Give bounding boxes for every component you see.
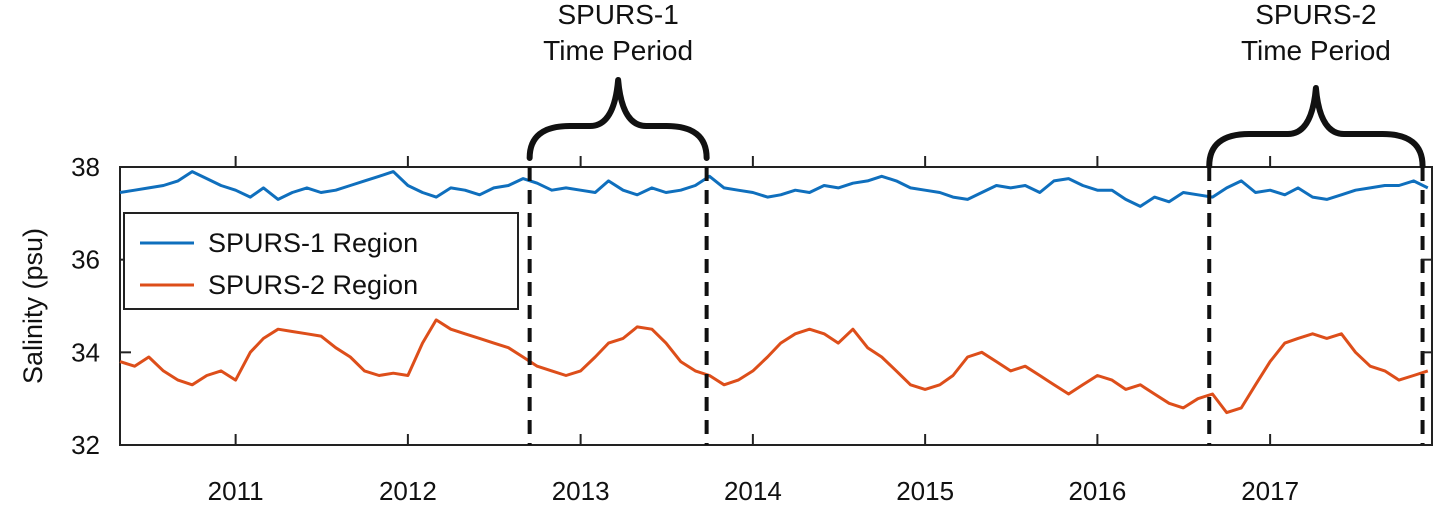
- x-tick-label: 2017: [1241, 476, 1299, 505]
- plot-frame: [119, 166, 1433, 446]
- x-tick-label: 2013: [552, 476, 610, 505]
- series-line: [119, 318, 1429, 415]
- x-tick-label: 2016: [1068, 476, 1126, 505]
- period-brace: [526, 77, 710, 161]
- period-label-line1: SPURS-2: [1255, 0, 1376, 30]
- x-tick-label: 2012: [379, 476, 437, 505]
- legend-label: SPURS-1 Region: [208, 228, 418, 258]
- legend-label: SPURS-2 Region: [208, 270, 418, 300]
- period-lines: [527, 167, 1425, 445]
- period-brace: [1206, 85, 1426, 169]
- period-annotations: SPURS-1 Time Period SPURS-2 Time Period: [526, 0, 1426, 169]
- legend-box: [123, 212, 519, 310]
- y-axis-label: Salinity (psu): [18, 228, 48, 384]
- y-tick-label: 32: [71, 430, 100, 460]
- y-tick-label: 38: [71, 152, 100, 182]
- series-line: [119, 170, 1429, 208]
- x-tick-label: 2014: [724, 476, 782, 505]
- period-label-line2: Time Period: [543, 35, 693, 66]
- period-label-line1: SPURS-1: [557, 0, 678, 30]
- x-tick-label: 2015: [896, 476, 954, 505]
- x-axis: 2011 2012 2013 2014 2015 2016 2017: [208, 156, 1299, 505]
- y-tick-label: 36: [71, 245, 100, 275]
- y-tick-label: 34: [71, 337, 100, 367]
- plot-area: [119, 166, 1433, 446]
- x-tick-label: 2011: [208, 476, 264, 505]
- y-axis: 32 34 36 38: [71, 152, 1432, 460]
- legend: SPURS-1 Region SPURS-2 Region: [123, 212, 519, 310]
- period-label-line2: Time Period: [1241, 35, 1391, 66]
